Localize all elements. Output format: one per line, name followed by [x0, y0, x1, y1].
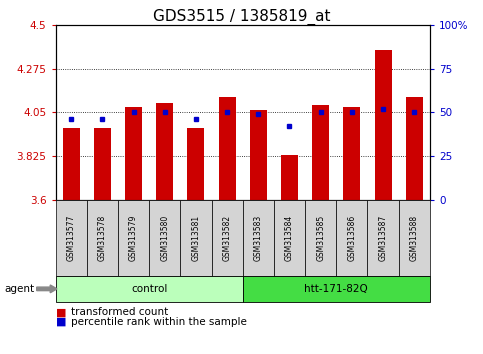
Bar	[125, 107, 142, 200]
Bar	[156, 103, 173, 200]
Text: GSM313579: GSM313579	[129, 215, 138, 261]
Text: GSM313588: GSM313588	[410, 215, 419, 261]
Text: GSM313581: GSM313581	[191, 215, 200, 261]
Bar	[218, 97, 236, 200]
Text: GDS3515 / 1385819_at: GDS3515 / 1385819_at	[153, 9, 330, 25]
Bar	[374, 50, 392, 200]
Bar	[250, 110, 267, 200]
Bar	[94, 128, 111, 200]
Text: ■: ■	[56, 317, 66, 327]
Bar	[312, 105, 329, 200]
Text: GSM313586: GSM313586	[347, 215, 356, 261]
Text: GSM313577: GSM313577	[67, 215, 76, 261]
Bar	[63, 128, 80, 200]
Bar	[406, 97, 423, 200]
Text: GSM313578: GSM313578	[98, 215, 107, 261]
Text: htt-171-82Q: htt-171-82Q	[304, 284, 368, 294]
Text: GSM313582: GSM313582	[223, 215, 232, 261]
Bar	[343, 107, 360, 200]
Text: GSM313583: GSM313583	[254, 215, 263, 261]
Text: control: control	[131, 284, 167, 294]
Text: agent: agent	[5, 284, 35, 294]
Text: GSM313580: GSM313580	[160, 215, 169, 261]
Text: ■: ■	[56, 307, 66, 317]
Text: percentile rank within the sample: percentile rank within the sample	[71, 317, 247, 327]
Bar	[281, 155, 298, 200]
Text: GSM313584: GSM313584	[285, 215, 294, 261]
Text: GSM313587: GSM313587	[379, 215, 387, 261]
Text: GSM313585: GSM313585	[316, 215, 325, 261]
Bar	[187, 128, 204, 200]
Text: transformed count: transformed count	[71, 307, 169, 317]
